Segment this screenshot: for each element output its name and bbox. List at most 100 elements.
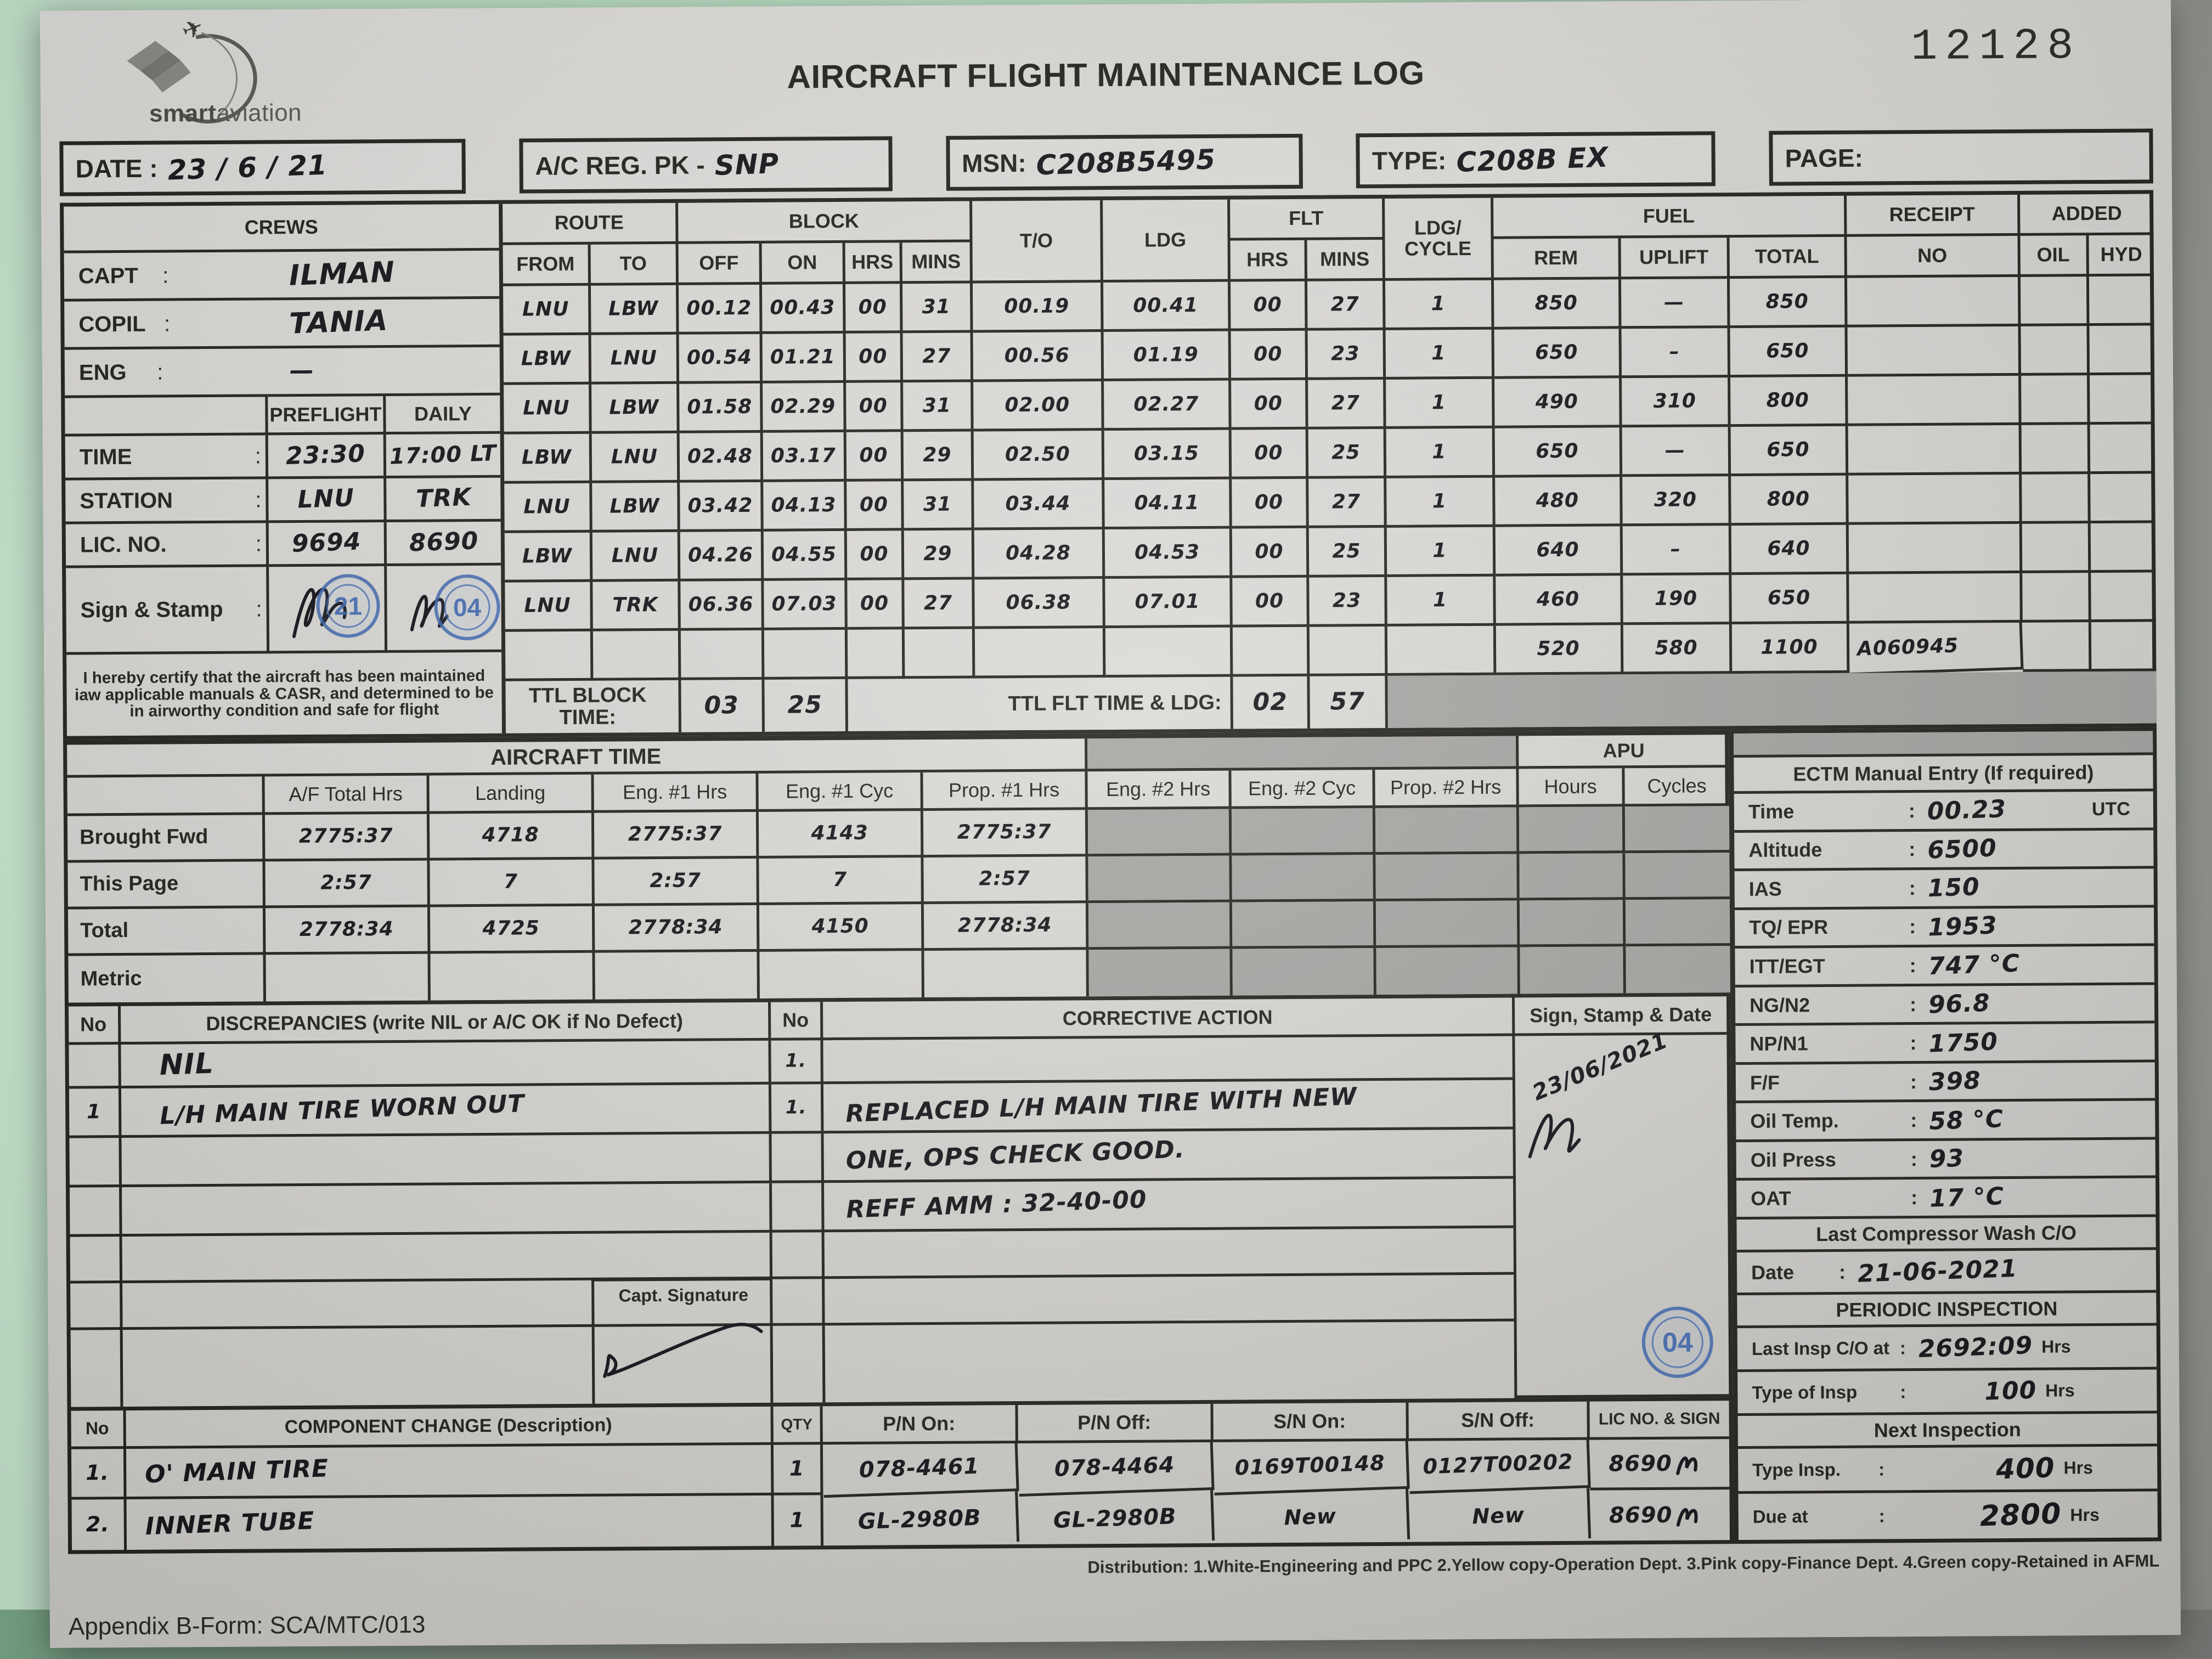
- discrepancy-text: NIL: [121, 1040, 771, 1089]
- lic-sign-header: LIC NO. & SIGN: [1589, 1401, 1729, 1440]
- flight-cell: 03.44: [974, 480, 1105, 531]
- at-cell: [759, 951, 924, 998]
- ectm-row-time: Time:00.23 UTC: [1734, 791, 2154, 833]
- flight-cell: 520: [1496, 625, 1624, 675]
- type-label: TYPE:: [1372, 146, 1447, 176]
- flight-cell: [2021, 425, 2091, 475]
- at-cell: 2778:34: [923, 903, 1089, 951]
- flight-cell: 00: [847, 531, 905, 580]
- lic-daily: 8690: [386, 521, 501, 567]
- sign-stamp-date-header: Sign, Stamp & Date: [1514, 996, 1727, 1036]
- next-inspection-header: Next Inspection: [1737, 1413, 2157, 1449]
- flight-cell: 00: [1232, 478, 1309, 529]
- flight-cell: 02.50: [973, 431, 1105, 481]
- ectm-row-ng-n2: NG/N2:96.8: [1735, 985, 2155, 1026]
- capt-signature: [603, 1323, 763, 1378]
- smart-aviation-logo-icon: ✈ smartaviation: [88, 12, 319, 133]
- flight-cell: LNU: [503, 285, 591, 336]
- discrepancy-text: L/H MAIN TIRE WORN OUT: [121, 1084, 772, 1138]
- at-cell: 4143: [758, 811, 924, 859]
- flight-cell: 1: [1386, 527, 1496, 577]
- flight-cell: LBW: [591, 285, 679, 335]
- ldg-cycle-header: LDG/CYCLE: [1385, 198, 1494, 281]
- hyd-header: HYD: [2089, 235, 2154, 277]
- flight-cell: 00.56: [973, 332, 1104, 382]
- flight-cell: 490: [1494, 378, 1622, 428]
- aircraft-reg-box: A/C REG. PK - SNP: [519, 136, 893, 194]
- pn-off-header: P/N Off:: [1018, 1403, 1214, 1444]
- flight-cell: 27: [1307, 280, 1386, 331]
- qty-header: QTY: [773, 1406, 823, 1445]
- flight-cell: 01.19: [1103, 331, 1232, 382]
- distribution-note: Distribution: 1.White-Engineering and PP…: [1087, 1551, 2160, 1577]
- brand-text: smartaviation: [149, 99, 302, 128]
- fuel-total-header: TOTAL: [1729, 236, 1847, 279]
- crews-spacer: [65, 397, 268, 437]
- flight-cell: 02.00: [973, 381, 1104, 432]
- flight-log-table: CREWS CAPT : ILMAN COPIL : TANIA ENG : —…: [60, 190, 2157, 740]
- fuel-receipt-number: A060945: [1848, 620, 2024, 676]
- mechanic-initial: [1675, 1456, 1697, 1475]
- flight-cell: [1847, 276, 2021, 328]
- eng-value: —: [267, 347, 500, 397]
- pn-on-cell: GL-2980B: [822, 1491, 1020, 1549]
- disc-no-cell: [69, 1045, 121, 1089]
- lic-preflight: 9694: [268, 522, 387, 567]
- flight-cell: LNU: [592, 532, 681, 582]
- block-hrs-header: HRS: [845, 242, 902, 284]
- reg-value: SNP: [714, 148, 780, 182]
- crews-panel: CREWS CAPT : ILMAN COPIL : TANIA ENG : —…: [64, 204, 506, 736]
- wash-date-row: Date:21-06-2021: [1736, 1250, 2157, 1296]
- flight-cell: 02.29: [763, 382, 847, 433]
- middle-left: AIRCRAFT TIME APU A/F Total Hrs Landing …: [63, 730, 1734, 1554]
- to-header: TO: [590, 244, 679, 286]
- flight-cell: [974, 628, 1106, 679]
- capt-value: ILMAN: [267, 250, 500, 301]
- flight-cell: 06.38: [974, 579, 1105, 629]
- ectm-title: ECTM Manual Entry (If required): [1734, 755, 2153, 794]
- flight-cell: LNU: [591, 433, 680, 483]
- flight-cell: 480: [1495, 477, 1623, 527]
- flt-hrs-header: HRS: [1230, 240, 1307, 282]
- reg-label: A/C REG. PK -: [535, 150, 705, 180]
- sign-daily: 04: [387, 565, 502, 653]
- ectm-panel: ECTM Manual Entry (If required) Time:00.…: [1728, 727, 2162, 1544]
- brand-smart: smart: [149, 99, 217, 127]
- flight-cell: 27: [902, 332, 974, 383]
- flight-cell: [592, 630, 681, 681]
- at-na-cell: [1375, 854, 1520, 902]
- at-cell: [595, 951, 760, 1000]
- at-na-cell: [1375, 807, 1520, 855]
- page-box: PAGE:: [1769, 128, 2153, 186]
- flight-cell: [2021, 375, 2090, 425]
- flight-cell: 03.17: [763, 432, 847, 482]
- comp-qty-cell: 1: [774, 1495, 824, 1546]
- copil-label: COPIL :: [64, 300, 268, 350]
- flight-cell: 650: [1730, 327, 1848, 378]
- fuel-uplift-header: UPLIFT: [1621, 238, 1730, 280]
- flight-cell: [2090, 375, 2155, 425]
- flight-cell: 00: [847, 481, 904, 531]
- certification-text: I hereby certify that the aircraft has b…: [74, 666, 494, 721]
- corrective-text: [825, 1321, 1517, 1403]
- flight-cell: 00.41: [1103, 281, 1231, 332]
- form-header: ✈ smartaviation AIRCRAFT FLIGHT MAINTENA…: [59, 7, 2153, 136]
- disc-no-cell: [70, 1330, 123, 1407]
- type-value: C208B EX: [1455, 141, 1609, 178]
- flight-cell: [764, 629, 848, 680]
- compressor-wash-header: Last Compressor Wash C/O: [1736, 1217, 2156, 1253]
- at-na-cell: [1088, 949, 1233, 997]
- ectm-row-np-n1: NP/N1:1750: [1735, 1023, 2155, 1065]
- pn-off-cell: GL-2980B: [1018, 1489, 1215, 1547]
- flight-cell: [2090, 473, 2155, 524]
- at-cell: 4718: [429, 812, 595, 861]
- time-label: TIME:: [65, 435, 269, 481]
- at-cell: 7: [430, 859, 595, 907]
- flight-cell: [1848, 523, 2023, 574]
- corrective-text: [824, 1228, 1517, 1279]
- disc-no-cell: [69, 1138, 122, 1188]
- flight-cell: [2022, 474, 2091, 524]
- flight-cell: 00.43: [761, 284, 846, 334]
- corrective-text: REFF AMM : 32-40-00: [823, 1178, 1516, 1233]
